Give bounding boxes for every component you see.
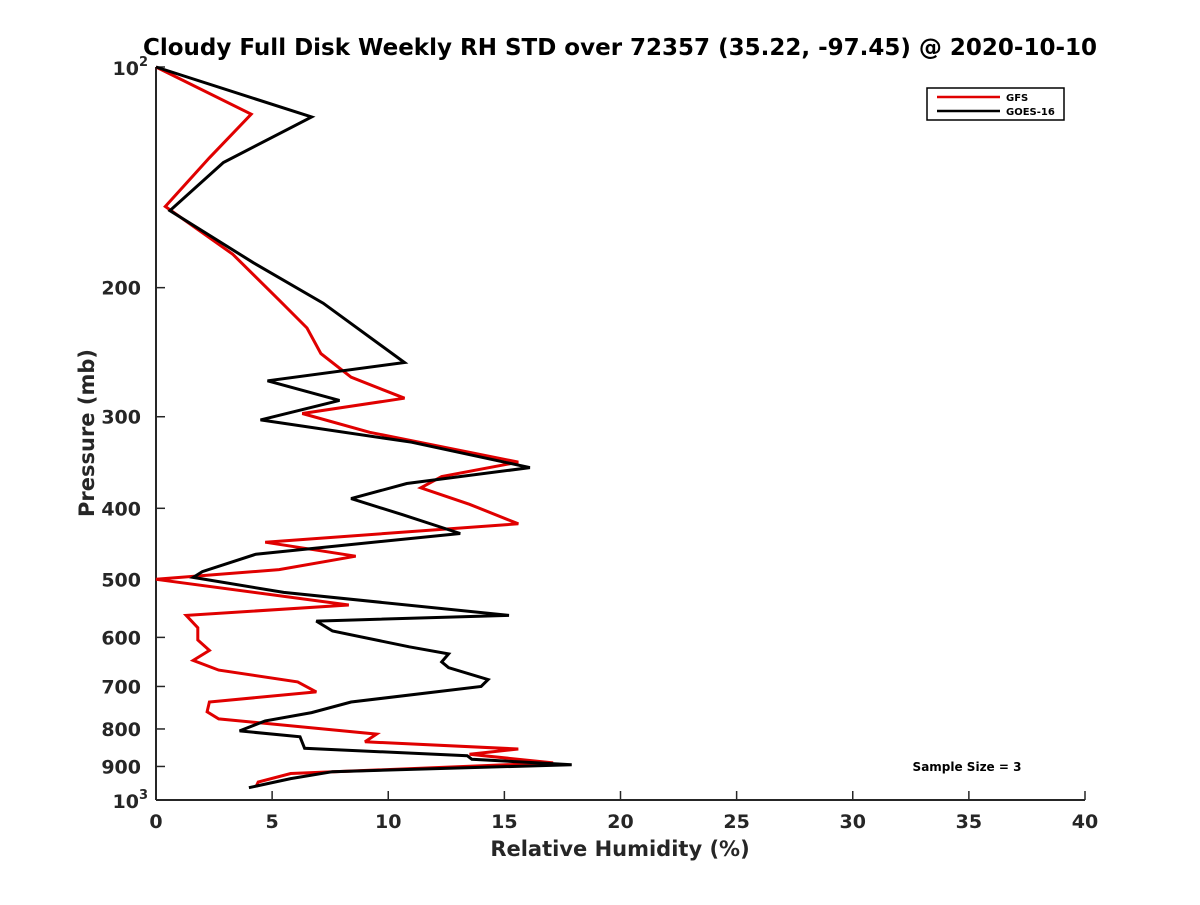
y-tick-label: 800 — [101, 719, 141, 741]
x-tick-label: 35 — [956, 811, 982, 833]
x-tick-label: 10 — [375, 811, 401, 833]
plot-area — [156, 67, 1085, 800]
legend-label-goes-16: GOES-16 — [1006, 107, 1055, 118]
x-tick-label: 5 — [266, 811, 279, 833]
y-tick-label: 300 — [101, 407, 141, 429]
legend: GFS GOES-16 — [926, 87, 1065, 121]
legend-label-gfs: GFS — [1006, 93, 1028, 104]
y-tick-label: 900 — [101, 756, 141, 778]
x-tick-label: 20 — [607, 811, 633, 833]
chart-title: Cloudy Full Disk Weekly RH STD over 7235… — [143, 35, 1097, 61]
x-axis-label: Relative Humidity (%) — [490, 837, 749, 861]
x-tick-label: 0 — [149, 811, 162, 833]
y-tick-label: 400 — [101, 498, 141, 520]
x-tick-label: 40 — [1072, 811, 1098, 833]
y-tick-label: 103 — [113, 788, 149, 813]
x-tick-label: 15 — [491, 811, 517, 833]
y-tick-label: 700 — [101, 676, 141, 698]
series-line-goes-16 — [155, 65, 572, 790]
y-axis-label: Pressure (mb) — [75, 349, 99, 517]
y-tick-label: 500 — [101, 569, 141, 591]
x-tick-label: 25 — [723, 811, 749, 833]
axes-layer: 0 5 10 15 20 25 30 35 40 102 200 300 400 500 600 700 800… — [101, 55, 1098, 833]
series-line-gfs — [155, 65, 554, 788]
y-tick-label: 200 — [101, 278, 141, 300]
y-tick-label: 600 — [101, 627, 141, 649]
series-layer — [155, 65, 572, 790]
x-tick-label: 30 — [840, 811, 866, 833]
y-tick-label: 102 — [113, 55, 149, 80]
sample-size-annotation: Sample Size = 3 — [913, 760, 1022, 774]
legend-box — [926, 87, 1065, 121]
